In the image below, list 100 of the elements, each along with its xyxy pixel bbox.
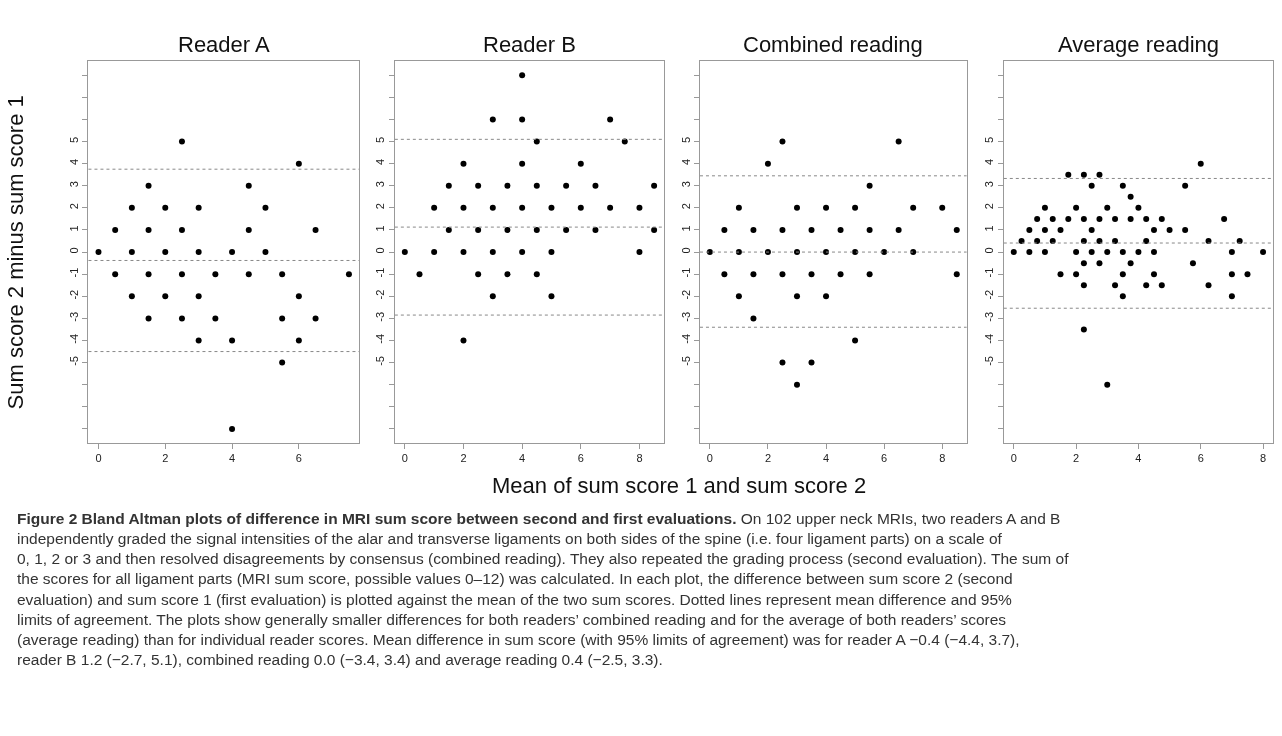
y-tick-label: -1 [374, 267, 387, 278]
point [808, 271, 815, 278]
x-tick-label: 6 [881, 452, 888, 465]
point [229, 337, 236, 344]
y-tick-label: 4 [374, 158, 387, 166]
y-tick-label: -1 [983, 267, 996, 278]
point [212, 315, 219, 322]
y-tick-label: 0 [68, 247, 81, 254]
point [95, 249, 102, 256]
point [295, 293, 302, 300]
y-tick-label: 2 [679, 203, 692, 210]
y-tick-label: 4 [679, 158, 692, 166]
point [145, 315, 152, 322]
point [548, 204, 555, 211]
point [489, 204, 496, 211]
point [229, 249, 236, 256]
point [195, 293, 202, 300]
point [312, 315, 319, 322]
point [460, 249, 467, 256]
point [162, 293, 169, 300]
x-tick-label: 2 [764, 452, 771, 465]
point [793, 381, 800, 388]
point [607, 116, 614, 123]
point [895, 226, 902, 233]
y-tick-label: -2 [679, 289, 692, 300]
point [445, 182, 452, 189]
point [548, 293, 555, 300]
point [910, 204, 917, 211]
chart-title: Average reading [1058, 32, 1220, 57]
point [279, 359, 286, 366]
point [735, 293, 742, 300]
chart-title: Reader A [178, 32, 271, 57]
point [533, 138, 540, 145]
point [533, 271, 540, 278]
y-tick-label: -2 [374, 289, 387, 300]
point [245, 182, 252, 189]
point [621, 138, 628, 145]
point [721, 271, 728, 278]
point [607, 204, 614, 211]
point [178, 226, 185, 233]
y-tick-label: 2 [68, 203, 81, 210]
point [735, 204, 742, 211]
y-tick-label: 3 [68, 181, 81, 188]
y-tick-label: -3 [68, 311, 81, 322]
point [295, 160, 302, 167]
point [195, 337, 202, 344]
y-tick-label: 4 [68, 158, 81, 166]
point [504, 226, 511, 233]
point [312, 226, 319, 233]
point [245, 226, 252, 233]
point [245, 271, 252, 278]
point [808, 359, 815, 366]
point [636, 204, 643, 211]
y-tick-label: 5 [679, 136, 692, 143]
point [808, 226, 815, 233]
point [721, 226, 728, 233]
point [866, 182, 873, 189]
x-tick-label: 0 [401, 452, 408, 465]
x-tick-label: 8 [939, 452, 946, 465]
point [866, 226, 873, 233]
point [475, 182, 482, 189]
x-tick-label: 4 [519, 452, 526, 465]
point [852, 204, 859, 211]
point [489, 249, 496, 256]
point [112, 226, 119, 233]
chart-title: Combined reading [743, 32, 923, 57]
point [475, 271, 482, 278]
x-tick-label: 0 [706, 452, 713, 465]
point [431, 249, 438, 256]
point [779, 359, 786, 366]
point [519, 249, 526, 256]
point [953, 226, 960, 233]
y-tick-label: -1 [68, 267, 81, 278]
y-tick-label: 5 [374, 136, 387, 143]
point [178, 138, 185, 145]
point [866, 271, 873, 278]
point [519, 72, 526, 79]
point [279, 315, 286, 322]
x-tick-label: 6 [295, 452, 302, 465]
y-tick-label: -2 [983, 289, 996, 300]
y-tick-label: 0 [983, 247, 996, 254]
point [504, 271, 511, 278]
y-tick-label: 1 [68, 225, 81, 232]
y-tick-label: 3 [374, 181, 387, 188]
point [636, 249, 643, 256]
y-tick-label: -2 [68, 289, 81, 300]
x-tick-label: 2 [460, 452, 467, 465]
x-tick-label: 8 [636, 452, 643, 465]
y-tick-label: -5 [374, 356, 387, 366]
point [750, 226, 757, 233]
point [112, 271, 119, 278]
y-tick-label: 5 [983, 136, 996, 143]
y-tick-label: 5 [68, 136, 81, 143]
point [489, 116, 496, 123]
point [563, 182, 570, 189]
point [519, 160, 526, 167]
point [162, 249, 169, 256]
y-tick-label: 0 [374, 247, 387, 254]
y-tick-label: 1 [679, 225, 692, 232]
point [345, 271, 352, 278]
